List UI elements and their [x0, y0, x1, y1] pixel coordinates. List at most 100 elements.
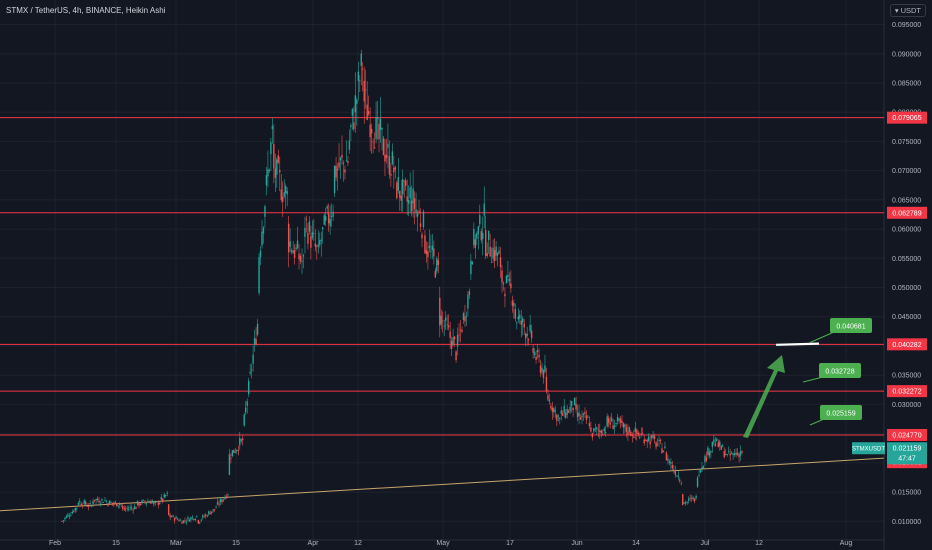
y-tick-label: 0.030000 — [892, 402, 921, 409]
candle-body — [545, 376, 548, 392]
candle-body — [96, 498, 99, 501]
candle-body — [446, 324, 448, 326]
candle-body — [298, 253, 300, 260]
candle-body — [101, 499, 103, 501]
candle-body — [129, 507, 131, 509]
candle-body — [699, 469, 702, 473]
level-price-tag — [887, 428, 927, 441]
candle-body — [310, 236, 312, 248]
candle-body — [519, 314, 521, 319]
candle-body — [606, 416, 608, 427]
candle-body — [556, 414, 558, 422]
trend-line[interactable] — [0, 457, 885, 512]
candle-body — [714, 443, 717, 446]
candle-body — [327, 213, 330, 224]
candle-body — [188, 519, 191, 522]
candle-body — [385, 154, 388, 158]
candle-body — [259, 250, 262, 258]
candle-body — [680, 483, 682, 485]
level-price-tag — [887, 385, 927, 398]
candle-body — [307, 232, 309, 244]
candle-body — [590, 427, 592, 432]
candle-body — [664, 446, 666, 448]
candle-body — [130, 507, 133, 509]
candle-body — [264, 206, 266, 217]
candle-body — [350, 125, 352, 128]
candle-body — [293, 249, 296, 259]
candle-body — [319, 240, 321, 245]
candle-body — [643, 439, 645, 444]
candle-body — [212, 509, 214, 511]
candle-body — [279, 170, 281, 173]
candle-body — [716, 438, 718, 441]
candle-body — [89, 503, 91, 505]
candle-body — [176, 518, 179, 520]
currency-selector[interactable]: ▾ USDT — [889, 4, 926, 17]
candle-body — [162, 498, 164, 501]
projection-arrow-icon — [743, 355, 785, 438]
candle-body — [286, 191, 288, 195]
candle-body — [391, 151, 394, 164]
candle-body — [535, 356, 537, 360]
candle-body — [645, 439, 647, 441]
candle-body — [182, 520, 185, 523]
candle-body — [727, 450, 730, 452]
candle-body — [142, 499, 145, 501]
candle-body — [216, 502, 219, 505]
x-tick-label: Aug — [840, 540, 853, 547]
candle-body — [67, 514, 69, 517]
candle-body — [593, 428, 595, 432]
candle-body — [682, 494, 684, 505]
x-tick-label: 14 — [632, 540, 640, 547]
candle-body — [465, 315, 468, 317]
x-tick-label: 15 — [232, 540, 240, 547]
candle-body — [428, 245, 431, 249]
candle-body — [671, 465, 674, 469]
candle-body — [194, 519, 197, 520]
target-label-box — [820, 405, 862, 420]
candle-body — [357, 71, 359, 81]
candle-body — [578, 412, 580, 417]
candle-body — [416, 213, 419, 217]
candle-body — [551, 407, 554, 412]
candle-body — [502, 282, 505, 285]
candle-body — [154, 502, 157, 503]
candle-body — [690, 497, 693, 499]
y-tick-label: 0.035000 — [892, 373, 921, 380]
candle-body — [325, 216, 327, 221]
y-tick-label: 0.090000 — [892, 51, 921, 58]
candle-body — [363, 80, 365, 102]
candle-body — [616, 417, 619, 422]
candle-body — [646, 439, 648, 442]
candle-body — [476, 233, 478, 239]
candle-body — [667, 458, 669, 461]
candle-body — [445, 317, 447, 321]
candle-body — [450, 341, 453, 349]
candle-body — [514, 309, 517, 319]
candle-body — [397, 177, 399, 191]
candle-body — [702, 466, 705, 469]
candle-body — [504, 293, 506, 297]
candle-body — [659, 439, 662, 442]
candle-body — [206, 515, 208, 517]
candle-body — [584, 411, 586, 414]
candle-body — [630, 431, 632, 437]
candle-body — [489, 246, 491, 257]
candle-body — [622, 423, 625, 428]
candle-body — [452, 337, 454, 346]
candle-body — [210, 511, 213, 514]
candle-body — [330, 215, 333, 217]
candle-body — [133, 506, 136, 510]
x-tick-label: 17 — [506, 540, 514, 547]
candle-body — [116, 503, 118, 507]
candle-body — [190, 517, 192, 520]
y-tick-label: 0.060000 — [892, 227, 921, 234]
candle-body — [685, 502, 687, 504]
candle-body — [351, 108, 354, 116]
candle-body — [421, 234, 423, 239]
candle-body — [596, 427, 598, 430]
candle-body — [87, 505, 90, 507]
candle-body — [102, 502, 105, 503]
candle-body — [554, 410, 557, 412]
